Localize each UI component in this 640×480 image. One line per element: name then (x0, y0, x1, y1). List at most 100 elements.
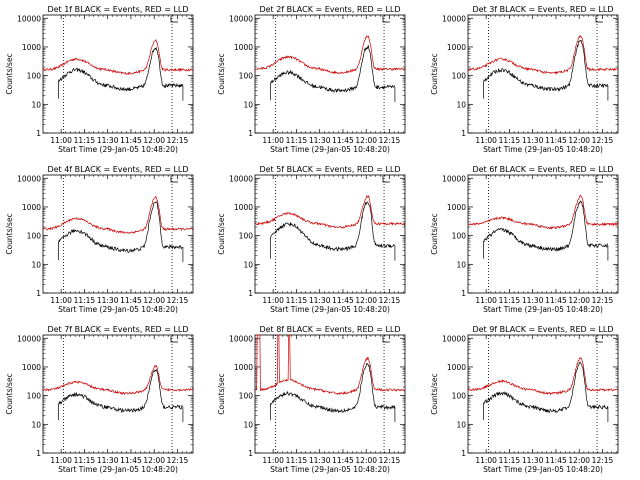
x-tick-label: 11:45 (332, 456, 354, 465)
corner-marker (170, 336, 178, 343)
panel-title: Det 9f BLACK = Events, RED = LLD (472, 325, 613, 334)
x-tick-label: 11:00 (475, 296, 497, 305)
y-tick-label: 100 (452, 72, 467, 81)
panel-title: Det 4f BLACK = Events, RED = LLD (47, 165, 188, 174)
x-tick-label: 11:45 (120, 296, 142, 305)
events-series-line (483, 39, 609, 92)
y-tick-label: 100 (239, 392, 254, 401)
events-series-line (270, 201, 396, 252)
events-series-line (58, 368, 184, 413)
x-tick-label: 12:00 (355, 456, 377, 465)
x-tick-label: 12:00 (568, 296, 590, 305)
x-tick-label: 11:00 (262, 296, 284, 305)
plot-frame (254, 14, 406, 134)
y-tick-label: 1 (248, 129, 253, 138)
x-tick-label: 12:00 (143, 136, 165, 145)
x-tick-label: 11:15 (286, 136, 308, 145)
corner-marker (170, 16, 178, 23)
y-tick-label: 1000 (447, 363, 466, 372)
x-tick-label: 11:15 (286, 456, 308, 465)
x-axis-label: Start Time (29-Jan-05 10:48:20) (270, 465, 390, 474)
y-tick-label: 10 (456, 260, 466, 269)
y-tick-label: 10 (31, 260, 41, 269)
y-tick-label: 1000 (447, 203, 466, 212)
panel-title: Det 5f BLACK = Events, RED = LLD (259, 165, 400, 174)
events-series-line (58, 46, 184, 92)
x-tick-label: 12:15 (379, 296, 401, 305)
x-tick-label: 12:15 (592, 136, 614, 145)
y-tick-label: 100 (239, 232, 254, 241)
x-tick-label: 12:15 (167, 296, 189, 305)
y-tick-label: 100 (452, 232, 467, 241)
corner-marker (382, 336, 390, 343)
lld-series-line (42, 364, 194, 396)
x-tick-label: 11:00 (262, 136, 284, 145)
plot-frame (467, 334, 619, 454)
x-tick-label: 12:00 (143, 456, 165, 465)
y-tick-label: 10000 (229, 174, 253, 183)
lld-series-line (42, 195, 194, 234)
x-tick-label: 11:45 (120, 456, 142, 465)
y-axis-label: Counts/sec (430, 53, 439, 94)
y-tick-label: 10000 (17, 174, 41, 183)
y-tick-label: 1000 (234, 203, 253, 212)
x-axis-label: Start Time (29-Jan-05 10:48:20) (483, 305, 603, 314)
lld-series-line (254, 194, 406, 229)
y-tick-label: 10000 (442, 334, 466, 343)
x-axis-label: Start Time (29-Jan-05 10:48:20) (483, 145, 603, 154)
y-tick-label: 10000 (229, 14, 253, 23)
x-axis-label: Start Time (29-Jan-05 10:48:20) (58, 145, 178, 154)
y-tick-label: 100 (27, 72, 42, 81)
x-tick-label: 11:30 (309, 136, 331, 145)
lld-series-line (254, 334, 406, 396)
y-axis-label: Counts/sec (430, 213, 439, 254)
lld-series-line (467, 195, 619, 230)
x-tick-label: 11:00 (475, 456, 497, 465)
lld-series-line (254, 35, 405, 75)
y-tick-label: 100 (239, 72, 254, 81)
events-series-line (483, 362, 609, 414)
x-tick-label: 11:15 (74, 296, 96, 305)
x-axis-label: Start Time (29-Jan-05 10:48:20) (270, 145, 390, 154)
x-tick-label: 11:45 (332, 296, 354, 305)
x-tick-label: 11:30 (309, 456, 331, 465)
x-tick-label: 12:15 (167, 456, 189, 465)
x-axis-label: Start Time (29-Jan-05 10:48:20) (58, 305, 178, 314)
corner-marker (595, 176, 603, 183)
y-tick-label: 1 (248, 289, 253, 298)
x-tick-label: 12:15 (592, 456, 614, 465)
plot-frame (42, 174, 194, 294)
y-tick-label: 1000 (22, 203, 41, 212)
lld-series-line (42, 39, 193, 76)
x-tick-label: 11:00 (262, 456, 284, 465)
x-tick-label: 11:45 (545, 456, 567, 465)
y-tick-label: 10 (456, 100, 466, 109)
x-tick-label: 12:15 (592, 296, 614, 305)
x-tick-label: 11:30 (522, 296, 544, 305)
x-tick-label: 12:00 (143, 296, 165, 305)
x-tick-label: 12:00 (568, 456, 590, 465)
y-tick-label: 10 (456, 420, 466, 429)
x-tick-label: 11:15 (499, 456, 521, 465)
corner-marker (170, 176, 178, 183)
y-axis-label: Counts/sec (430, 373, 439, 414)
y-tick-label: 1 (461, 449, 466, 458)
y-axis-label: Counts/sec (5, 373, 14, 414)
y-tick-label: 10 (31, 100, 41, 109)
y-tick-label: 1000 (22, 363, 41, 372)
panel-title: Det 8f BLACK = Events, RED = LLD (259, 325, 400, 334)
panel-title: Det 2f BLACK = Events, RED = LLD (259, 5, 400, 14)
x-tick-label: 11:00 (50, 296, 72, 305)
y-tick-label: 10000 (442, 174, 466, 183)
y-axis-label: Counts/sec (5, 213, 14, 254)
y-tick-label: 10 (243, 260, 253, 269)
plot-frame (42, 334, 194, 454)
y-tick-label: 10000 (442, 14, 466, 23)
y-tick-label: 1 (248, 449, 253, 458)
